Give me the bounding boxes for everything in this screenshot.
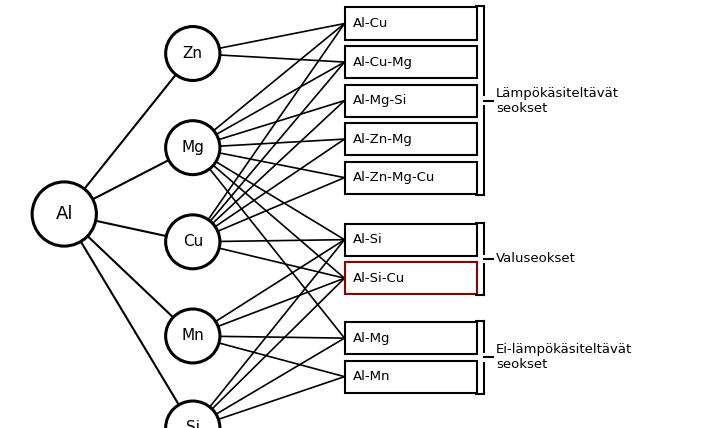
Text: Al-Si: Al-Si	[353, 233, 383, 246]
Text: Al-Cu: Al-Cu	[353, 17, 388, 30]
Text: Mn: Mn	[181, 328, 204, 344]
Text: Al-Mg-Si: Al-Mg-Si	[353, 94, 408, 107]
Bar	[344, 223, 477, 256]
Bar	[344, 322, 477, 354]
Text: Al-Mn: Al-Mn	[353, 370, 391, 383]
Bar	[344, 123, 477, 155]
Ellipse shape	[166, 309, 220, 363]
Text: Ei-lämpökäsiteltävät
seokset: Ei-lämpökäsiteltävät seokset	[496, 343, 633, 372]
Text: Cu: Cu	[183, 234, 203, 250]
Ellipse shape	[166, 215, 220, 269]
Text: Al: Al	[56, 205, 73, 223]
Ellipse shape	[166, 401, 220, 428]
Bar	[344, 85, 477, 117]
Text: Si: Si	[186, 420, 200, 428]
Text: Al-Zn-Mg: Al-Zn-Mg	[353, 133, 413, 146]
Text: Mg: Mg	[181, 140, 204, 155]
Text: Al-Cu-Mg: Al-Cu-Mg	[353, 56, 413, 68]
Bar	[344, 360, 477, 393]
Ellipse shape	[166, 121, 220, 175]
Ellipse shape	[166, 27, 220, 80]
Bar	[344, 46, 477, 78]
Bar	[344, 8, 477, 40]
Text: Lämpökäsiteltävät
seokset: Lämpökäsiteltävät seokset	[496, 86, 619, 115]
Text: Al-Mg: Al-Mg	[353, 332, 391, 345]
Bar	[344, 262, 477, 294]
Text: Al-Zn-Mg-Cu: Al-Zn-Mg-Cu	[353, 171, 436, 184]
Text: Valuseokset: Valuseokset	[496, 253, 576, 265]
Text: Al-Si-Cu: Al-Si-Cu	[353, 272, 406, 285]
Text: Zn: Zn	[183, 46, 203, 61]
Ellipse shape	[32, 182, 96, 246]
Bar	[344, 162, 477, 194]
